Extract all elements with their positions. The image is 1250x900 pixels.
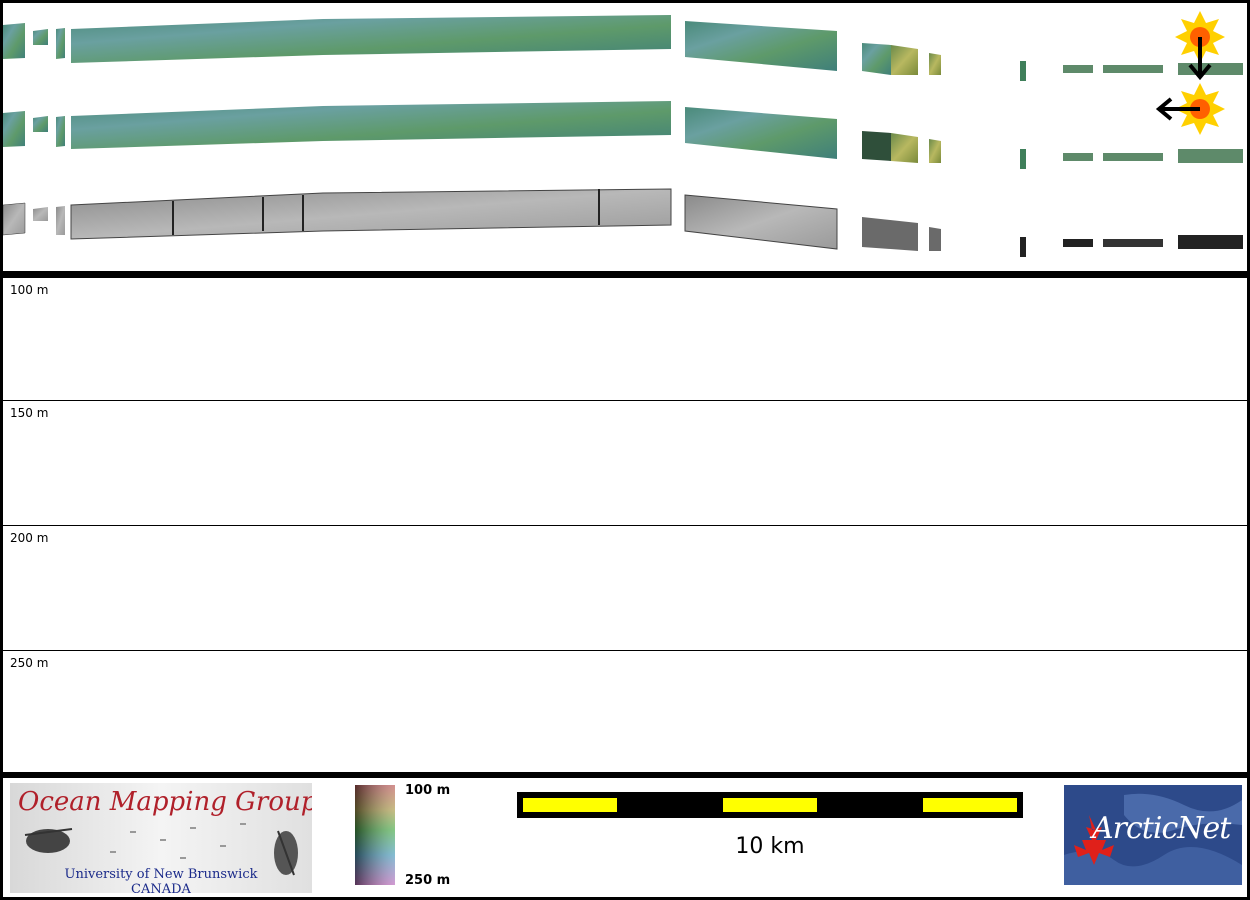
omg-country: CANADA — [131, 882, 191, 893]
depth-row-100: 100 m — [3, 278, 1247, 402]
ocean-mapping-group-logo: Ocean Mapping Group University of New Br… — [10, 783, 312, 893]
colorbar-bottom-label: 250 m — [405, 873, 451, 888]
depth-profile-panel: 100 m 150 m 200 m 250 m — [3, 278, 1247, 772]
arcticnet-logo: ArcticNet — [1064, 785, 1242, 885]
colorbar-top-label: 100 m — [405, 783, 451, 798]
map-panel — [3, 3, 1247, 271]
bathymetry-shaded-relief — [3, 101, 1243, 169]
legend-panel: Ocean Mapping Group University of New Br… — [3, 778, 1247, 897]
depth-label: 250 m — [10, 656, 49, 670]
seafloor-image — [10, 783, 312, 893]
depth-row-250: 250 m — [3, 650, 1247, 772]
scale-bar-segment — [923, 798, 1017, 812]
depth-label: 150 m — [10, 406, 49, 420]
scale-bar — [517, 792, 1023, 818]
omg-title: Ocean Mapping Group — [18, 787, 312, 817]
colorbar-gradient — [355, 785, 395, 885]
bathymetry-backscatter-drape — [3, 15, 1243, 81]
arcticnet-text: ArcticNet — [1092, 811, 1231, 846]
depth-row-200: 200 m — [3, 525, 1247, 649]
scale-bar-segment — [523, 798, 617, 812]
sun-illumination-west-icon — [1155, 83, 1225, 135]
scale-bar-segment — [723, 798, 817, 812]
scale-bar-label: 10 km — [735, 834, 805, 859]
depth-label: 100 m — [10, 283, 49, 297]
swath-strips — [3, 11, 1243, 257]
depth-row-150: 150 m — [3, 400, 1247, 524]
omg-university: University of New Brunswick — [64, 867, 258, 882]
depth-label: 200 m — [10, 531, 49, 545]
backscatter-mosaic — [3, 188, 1243, 257]
arcticnet-map-image — [1064, 785, 1242, 885]
sun-illumination-north-icon — [1175, 11, 1225, 81]
depth-colorbar — [355, 785, 395, 885]
